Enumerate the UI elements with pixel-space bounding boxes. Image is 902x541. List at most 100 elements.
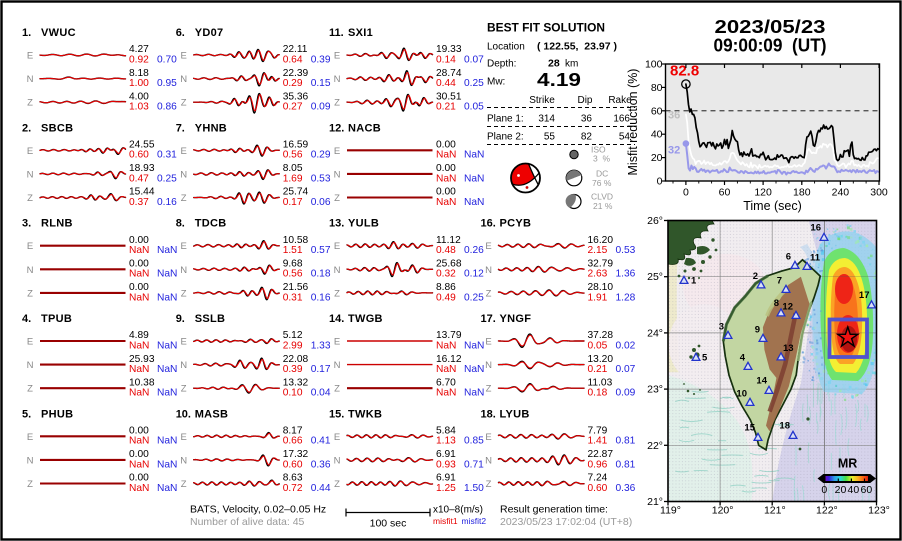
- svg-text:NaN: NaN: [129, 245, 149, 256]
- svg-text:CLVD: CLVD: [591, 192, 613, 202]
- svg-text:36: 36: [668, 110, 680, 122]
- svg-text:E: E: [334, 241, 340, 252]
- svg-text:NaN: NaN: [464, 150, 484, 161]
- svg-text:0: 0: [683, 187, 689, 199]
- svg-text:0.00: 0.00: [436, 163, 456, 174]
- svg-text:14.: 14.: [329, 313, 344, 325]
- svg-text:0.14: 0.14: [436, 54, 456, 65]
- svg-text:TPUB: TPUB: [41, 313, 72, 325]
- svg-text:NaN: NaN: [157, 436, 177, 447]
- svg-text:0.81: 0.81: [616, 459, 636, 470]
- svg-text:2023/05/23 17:02:04 (UT+8): 2023/05/23 17:02:04 (UT+8): [500, 516, 632, 528]
- svg-text:SXI1: SXI1: [348, 27, 373, 39]
- svg-text:1.91: 1.91: [588, 292, 608, 303]
- svg-text:40: 40: [848, 484, 860, 496]
- svg-text:24°: 24°: [647, 327, 663, 339]
- svg-text:0.39: 0.39: [283, 364, 303, 375]
- svg-text:54: 54: [619, 132, 631, 143]
- svg-text:NaN: NaN: [157, 245, 177, 256]
- svg-text:20: 20: [835, 484, 847, 496]
- svg-text:11.03: 11.03: [588, 377, 613, 388]
- svg-text:1.28: 1.28: [616, 292, 636, 303]
- svg-text:21.56: 21.56: [283, 282, 309, 293]
- svg-text:10.58: 10.58: [283, 235, 309, 246]
- svg-text:8.05: 8.05: [283, 163, 303, 174]
- svg-text:20: 20: [651, 152, 663, 164]
- svg-text:0.29: 0.29: [283, 78, 303, 89]
- svg-text:NaN: NaN: [157, 459, 177, 470]
- svg-text:13.79: 13.79: [436, 330, 462, 341]
- svg-text:N: N: [27, 74, 34, 85]
- svg-text:Rake: Rake: [608, 95, 632, 106]
- svg-text:32: 32: [668, 145, 680, 157]
- svg-text:TWKB: TWKB: [348, 408, 382, 420]
- svg-text:0.07: 0.07: [616, 364, 636, 375]
- svg-text:0.96: 0.96: [588, 459, 608, 470]
- svg-text:3: 3: [719, 322, 724, 333]
- svg-text:YD07: YD07: [195, 27, 224, 39]
- svg-text:7: 7: [777, 276, 782, 287]
- svg-text:E: E: [334, 432, 340, 443]
- svg-text:0.48: 0.48: [436, 245, 456, 256]
- svg-text:E: E: [181, 51, 187, 62]
- svg-text:22.11: 22.11: [283, 44, 308, 55]
- svg-text:YULB: YULB: [348, 218, 379, 230]
- svg-text:NaN: NaN: [129, 269, 149, 280]
- svg-text:Z: Z: [27, 384, 33, 395]
- svg-text:15.44: 15.44: [129, 187, 155, 198]
- svg-text:Depth:: Depth:: [487, 59, 516, 70]
- svg-text:N: N: [180, 455, 187, 466]
- svg-text:0.18: 0.18: [588, 388, 608, 399]
- svg-text:0.00: 0.00: [129, 473, 149, 484]
- svg-text:N: N: [485, 455, 492, 466]
- svg-text:1.69: 1.69: [283, 173, 303, 184]
- svg-text:1.13: 1.13: [436, 436, 456, 447]
- svg-text:YNGF: YNGF: [500, 313, 532, 325]
- svg-text:25°: 25°: [647, 271, 663, 283]
- svg-text:1.25: 1.25: [436, 483, 456, 494]
- svg-text:DC: DC: [596, 169, 608, 179]
- svg-text:28.10: 28.10: [588, 282, 614, 293]
- svg-text:0.00: 0.00: [129, 449, 149, 460]
- svg-text:6.: 6.: [176, 27, 185, 39]
- svg-text:13.20: 13.20: [588, 354, 614, 365]
- svg-text:0.09: 0.09: [616, 388, 636, 399]
- svg-text:120°: 120°: [712, 505, 734, 517]
- svg-text:N: N: [334, 455, 341, 466]
- svg-text:Z: Z: [334, 193, 340, 204]
- svg-text:17: 17: [859, 290, 870, 301]
- svg-text:N: N: [27, 169, 34, 180]
- svg-text:N: N: [180, 265, 187, 276]
- svg-text:7.24: 7.24: [588, 473, 608, 484]
- svg-text:0.12: 0.12: [464, 269, 484, 280]
- svg-text:6.91: 6.91: [436, 449, 456, 460]
- svg-text:Z: Z: [334, 288, 340, 299]
- svg-text:1.33: 1.33: [311, 340, 331, 351]
- svg-text:Dip: Dip: [577, 95, 592, 106]
- svg-text:0: 0: [821, 484, 827, 496]
- svg-text:8.86: 8.86: [436, 282, 456, 293]
- svg-text:15: 15: [744, 423, 755, 434]
- svg-text:0.39: 0.39: [311, 54, 331, 65]
- svg-text:4.27: 4.27: [129, 44, 149, 55]
- svg-text:NaN: NaN: [129, 459, 149, 470]
- svg-text:0.37: 0.37: [129, 197, 149, 208]
- svg-text:11.: 11.: [329, 27, 344, 39]
- svg-text:Z: Z: [334, 384, 340, 395]
- svg-text:5.84: 5.84: [436, 426, 456, 437]
- svg-text:PHUB: PHUB: [41, 408, 73, 420]
- svg-text:Z: Z: [486, 288, 492, 299]
- svg-text:19.33: 19.33: [436, 44, 462, 55]
- svg-text:0.57: 0.57: [311, 245, 331, 256]
- svg-text:NaN: NaN: [129, 388, 149, 399]
- svg-text:1.51: 1.51: [283, 245, 303, 256]
- svg-text:0.00: 0.00: [129, 426, 149, 437]
- svg-text:0.41: 0.41: [311, 436, 331, 447]
- svg-text:NACB: NACB: [348, 122, 381, 134]
- svg-text:22.39: 22.39: [283, 68, 309, 79]
- svg-text:Mw:: Mw:: [487, 77, 505, 88]
- svg-text:Z: Z: [27, 288, 33, 299]
- svg-text:36: 36: [581, 114, 593, 125]
- svg-text:60: 60: [719, 187, 731, 199]
- svg-text:121°: 121°: [764, 505, 786, 517]
